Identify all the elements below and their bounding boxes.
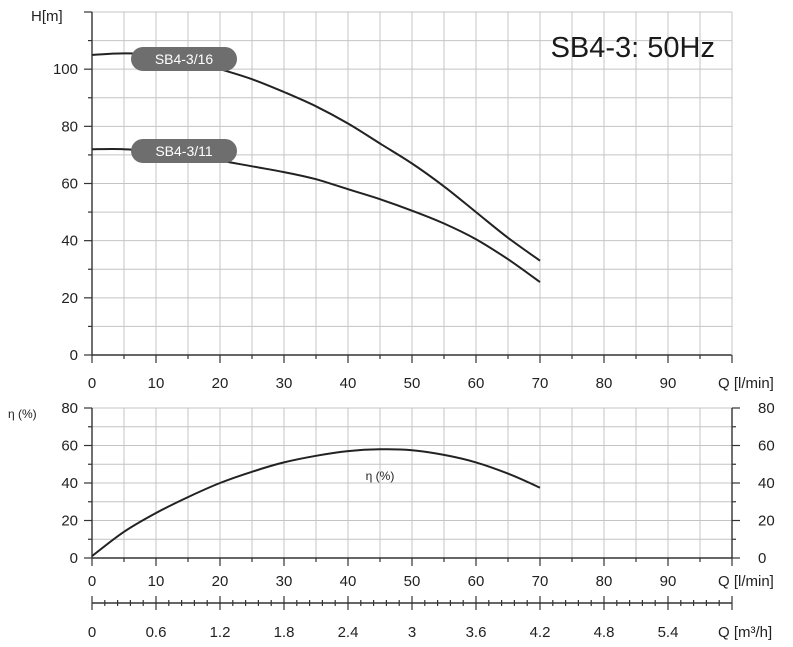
efficiency-x-tick-label: 70 xyxy=(532,573,549,590)
chart-title: SB4-3: 50Hz xyxy=(551,32,715,64)
head-x-tick-label: 20 xyxy=(212,375,229,392)
efficiency-x-axis-label: Q [l/min] xyxy=(718,573,774,590)
series-label-text: SB4-3/11 xyxy=(155,143,213,159)
head-y-tick-label: 60 xyxy=(61,176,78,193)
efficiency-right-tick-label: 60 xyxy=(758,438,775,455)
secondary-x-tick-label: 1.8 xyxy=(274,624,295,641)
head-y-tick-label: 40 xyxy=(61,233,78,250)
efficiency-x-tick-label: 80 xyxy=(596,573,613,590)
secondary-x-tick-label: 2.4 xyxy=(338,624,359,641)
efficiency-y-tick-label: 40 xyxy=(61,475,78,492)
efficiency-y-tick-label: 20 xyxy=(61,513,78,530)
head-axis-label: H[m] xyxy=(31,8,63,25)
efficiency-right-tick-label: 20 xyxy=(758,513,775,530)
head-x-tick-label: 10 xyxy=(148,375,165,392)
efficiency-curve xyxy=(91,448,541,557)
series-label-2: SB4-3/11 xyxy=(131,139,237,163)
efficiency-curve-label: η (%) xyxy=(366,469,395,483)
head-x-tick-label: 80 xyxy=(596,375,613,392)
efficiency-y-tick-label: 80 xyxy=(61,400,78,417)
head-x-tick-label: 0 xyxy=(88,375,96,392)
efficiency-axis-label: η (%) xyxy=(8,407,37,421)
series-label-text: SB4-3/16 xyxy=(155,51,214,67)
annotations: SB4-3/16 SB4-3/11 η (%) xyxy=(131,47,394,483)
head-x-tick-label: 90 xyxy=(660,375,677,392)
efficiency-x-tick-label: 40 xyxy=(340,573,357,590)
efficiency-x-tick-label: 60 xyxy=(468,573,485,590)
efficiency-chart-grid xyxy=(91,407,733,559)
head-x-tick-label: 50 xyxy=(404,375,421,392)
efficiency-x-tick-label: 0 xyxy=(88,573,96,590)
secondary-x-tick-label: 5.4 xyxy=(658,624,679,641)
head-x-tick-label: 30 xyxy=(276,375,293,392)
head-y-tick-label: 0 xyxy=(70,347,78,364)
head-y-tick-label: 100 xyxy=(53,61,78,78)
series-label-pill xyxy=(131,47,237,71)
series-label-1: SB4-3/16 xyxy=(131,47,237,71)
efficiency-x-tick-label: 50 xyxy=(404,573,421,590)
efficiency-y-tick-label: 0 xyxy=(70,550,78,567)
secondary-x-tick-label: 1.2 xyxy=(210,624,231,641)
series-label-pill xyxy=(131,139,237,163)
secondary-x-tick-label: 4.2 xyxy=(530,624,551,641)
efficiency-x-tick-label: 30 xyxy=(276,573,293,590)
efficiency-right-tick-label: 0 xyxy=(758,550,766,567)
efficiency-x-tick-label: 10 xyxy=(148,573,165,590)
efficiency-y-tick-label: 60 xyxy=(61,438,78,455)
efficiency-x-tick-label: 90 xyxy=(660,573,677,590)
efficiency-right-tick-label: 40 xyxy=(758,475,775,492)
secondary-x-tick-label: 4.8 xyxy=(594,624,615,641)
efficiency-right-tick-label: 80 xyxy=(758,400,775,417)
secondary-x-tick-label: 3 xyxy=(408,624,416,641)
head-x-tick-label: 70 xyxy=(532,375,549,392)
secondary-x-tick-label: 0 xyxy=(88,624,96,641)
secondary-x-axis-label: Q [m³/h] xyxy=(718,624,772,641)
efficiency-x-tick-label: 20 xyxy=(212,573,229,590)
secondary-x-tick-label: 0.6 xyxy=(146,624,167,641)
head-x-tick-label: 60 xyxy=(468,375,485,392)
tick-marks xyxy=(84,11,740,610)
head-x-tick-label: 40 xyxy=(340,375,357,392)
head-x-axis-label: Q [l/min] xyxy=(718,375,774,392)
head-y-tick-label: 80 xyxy=(61,118,78,135)
head-y-tick-label: 20 xyxy=(61,290,78,307)
secondary-x-tick-label: 3.6 xyxy=(466,624,487,641)
